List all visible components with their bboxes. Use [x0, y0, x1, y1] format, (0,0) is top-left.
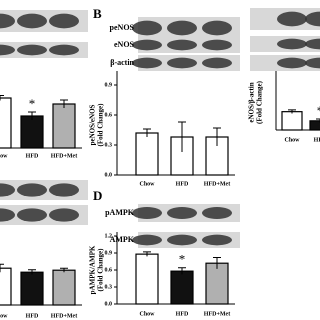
blot-band: [167, 207, 197, 219]
x-tick-label: HFD+Met: [204, 181, 230, 187]
blot-band: [49, 13, 79, 29]
x-tick-label: HFD: [176, 311, 189, 317]
error-bar: [28, 111, 36, 120]
blot-band: [202, 39, 232, 51]
blot-label: AMPK: [110, 235, 135, 244]
blot-band: [132, 234, 162, 246]
blot-band: [132, 20, 162, 36]
blot-band: [0, 44, 15, 56]
blot-band: [202, 234, 232, 246]
x-tick-label: Chow: [284, 137, 300, 143]
blot-band: [305, 11, 320, 27]
bar: [135, 253, 159, 305]
error-bar: [288, 109, 296, 114]
y-tick-label: 0.6: [105, 267, 113, 273]
bar: [281, 111, 303, 131]
blot-band: [132, 57, 162, 69]
x-tick-label: HFD+Met: [51, 153, 77, 159]
blot-band: [167, 234, 197, 246]
blot-band: [132, 39, 162, 51]
bar: [135, 132, 159, 176]
blot-band: [17, 208, 47, 222]
significance: *: [179, 252, 186, 267]
error-bar: [178, 267, 186, 275]
error-bar: [0, 95, 4, 101]
x-tick-label: Chow: [139, 311, 155, 317]
bar: [20, 271, 44, 306]
bar: [52, 103, 76, 149]
x-tick-label: Chow: [0, 313, 8, 319]
blot-label: eNOS: [114, 40, 135, 49]
blot-band: [49, 44, 79, 56]
x-tick-label: Chow: [139, 181, 155, 187]
significance: *: [29, 96, 36, 111]
bar: [20, 115, 44, 149]
y-axis-label: (Fold Change): [97, 248, 105, 292]
blot-label: peNOS: [110, 23, 135, 32]
x-tick-label: HFD+Met: [204, 311, 230, 317]
blot-band: [17, 183, 47, 197]
blot-band: [167, 39, 197, 51]
y-tick-label: 0.3: [105, 284, 113, 290]
blot-band: [277, 57, 307, 69]
error-bar: [28, 269, 36, 275]
y-tick-label: 1.2: [105, 233, 113, 239]
error-bar: [213, 127, 221, 146]
blot-band: [0, 183, 15, 197]
panel-label: B: [93, 6, 102, 21]
blot-band: [202, 20, 232, 36]
error-bar: [316, 118, 320, 123]
error-bar: [0, 263, 4, 273]
y-tick-label: 0.9: [105, 82, 113, 88]
error-bar: [60, 99, 68, 108]
x-tick-label: Chow: [0, 153, 8, 159]
bar: [205, 262, 229, 305]
y-axis-label: peNOS/eNOS: [89, 104, 97, 145]
blot-band: [0, 208, 15, 222]
blot-band: [132, 207, 162, 219]
blot-band: [17, 13, 47, 29]
bar: [309, 120, 320, 131]
error-bar: [178, 121, 186, 152]
y-tick-label: 0.0: [105, 172, 113, 178]
x-tick-label: HFD: [26, 153, 39, 159]
blot-band: [277, 11, 307, 27]
bar: [0, 97, 12, 149]
blot-band: [305, 57, 320, 69]
blot-band: [49, 208, 79, 222]
y-axis-label: pAMPK/AMPK: [89, 245, 97, 294]
y-axis-label: (Fold Change): [97, 103, 105, 147]
blot-band: [49, 183, 79, 197]
blot-band: [202, 207, 232, 219]
significance: *: [317, 103, 320, 118]
y-tick-label: 0.6: [105, 112, 113, 118]
x-tick-label: HFD: [176, 181, 189, 187]
blot-band: [17, 44, 47, 56]
blot-band: [305, 38, 320, 50]
bar: [0, 267, 12, 306]
y-tick-label: 0.3: [105, 142, 113, 148]
blot-band: [202, 57, 232, 69]
blot-label: pAMPK: [105, 208, 135, 217]
bar: [170, 270, 194, 305]
y-axis-label: eNOS/β-actin: [248, 82, 256, 122]
blot-band: [277, 38, 307, 50]
y-tick-label: 0.9: [105, 250, 113, 256]
x-tick-label: HFD: [314, 137, 320, 143]
blot-band: [167, 57, 197, 69]
y-axis-label: (Fold Change): [256, 80, 264, 124]
x-tick-label: HFD: [26, 313, 39, 319]
panel-label: D: [93, 188, 102, 203]
x-tick-label: HFD+Met: [51, 313, 77, 319]
blot-band: [0, 13, 15, 29]
y-tick-label: 0.0: [105, 301, 113, 307]
blot-label: β-actin: [110, 58, 134, 67]
error-bar: [143, 251, 151, 257]
blot-band: [167, 20, 197, 36]
error-bar: [60, 267, 68, 273]
bar: [52, 269, 76, 306]
error-bar: [213, 257, 221, 269]
error-bar: [143, 128, 151, 137]
